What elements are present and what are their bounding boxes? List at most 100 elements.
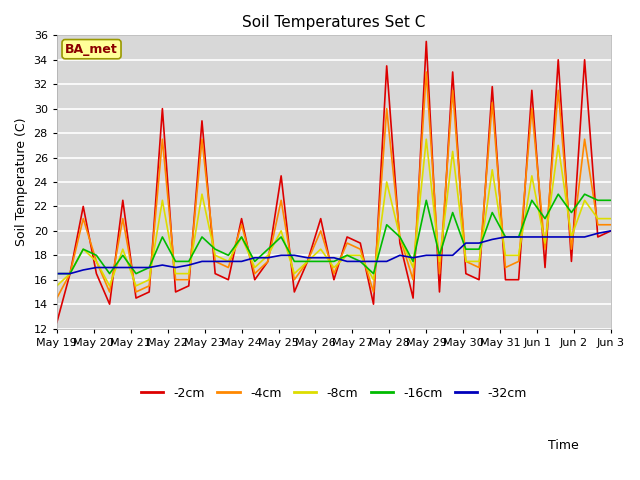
-4cm xyxy=(79,216,87,221)
-8cm xyxy=(66,271,74,276)
-16cm xyxy=(488,210,496,216)
-4cm xyxy=(541,246,549,252)
-2cm xyxy=(607,228,615,234)
-2cm xyxy=(409,295,417,301)
-16cm xyxy=(291,259,298,264)
Line: -4cm: -4cm xyxy=(57,72,611,298)
-8cm xyxy=(159,197,166,203)
-8cm xyxy=(132,283,140,289)
-2cm xyxy=(172,289,179,295)
-32cm xyxy=(568,234,575,240)
-4cm xyxy=(145,283,153,289)
-16cm xyxy=(225,252,232,258)
-8cm xyxy=(237,234,245,240)
Line: -32cm: -32cm xyxy=(57,231,611,274)
-4cm xyxy=(476,264,483,270)
-2cm xyxy=(237,216,245,221)
-16cm xyxy=(554,192,562,197)
-2cm xyxy=(185,283,193,289)
-8cm xyxy=(119,246,127,252)
-32cm xyxy=(79,267,87,273)
-8cm xyxy=(383,179,390,185)
-8cm xyxy=(251,264,259,270)
-8cm xyxy=(594,216,602,221)
-16cm xyxy=(198,234,206,240)
-4cm xyxy=(225,264,232,270)
-16cm xyxy=(343,252,351,258)
-2cm xyxy=(488,84,496,90)
-2cm xyxy=(53,320,61,325)
-16cm xyxy=(159,234,166,240)
-8cm xyxy=(568,234,575,240)
-16cm xyxy=(237,234,245,240)
-32cm xyxy=(264,255,272,261)
-4cm xyxy=(330,271,338,276)
Title: Soil Temperatures Set C: Soil Temperatures Set C xyxy=(242,15,426,30)
-2cm xyxy=(436,289,444,295)
-8cm xyxy=(528,173,536,179)
-16cm xyxy=(607,197,615,203)
-2cm xyxy=(396,240,404,246)
-4cm xyxy=(132,289,140,295)
-4cm xyxy=(607,222,615,228)
-32cm xyxy=(211,259,219,264)
-4cm xyxy=(580,136,588,142)
-8cm xyxy=(370,277,378,283)
-32cm xyxy=(515,234,522,240)
-16cm xyxy=(580,192,588,197)
-4cm xyxy=(237,222,245,228)
-4cm xyxy=(304,259,312,264)
-8cm xyxy=(554,143,562,148)
-32cm xyxy=(580,234,588,240)
-32cm xyxy=(225,259,232,264)
-2cm xyxy=(119,197,127,203)
-8cm xyxy=(488,167,496,173)
-4cm xyxy=(211,259,219,264)
-4cm xyxy=(172,277,179,283)
-2cm xyxy=(291,289,298,295)
-8cm xyxy=(79,246,87,252)
-2cm xyxy=(383,63,390,69)
-32cm xyxy=(488,237,496,242)
-32cm xyxy=(541,234,549,240)
-8cm xyxy=(291,271,298,276)
-4cm xyxy=(66,271,74,276)
-32cm xyxy=(145,264,153,270)
-16cm xyxy=(119,252,127,258)
-16cm xyxy=(251,259,259,264)
-2cm xyxy=(79,204,87,209)
-8cm xyxy=(145,277,153,283)
Line: -8cm: -8cm xyxy=(57,139,611,286)
-16cm xyxy=(185,259,193,264)
-2cm xyxy=(106,301,113,307)
-8cm xyxy=(225,259,232,264)
-8cm xyxy=(172,271,179,276)
-8cm xyxy=(502,252,509,258)
-16cm xyxy=(409,259,417,264)
-8cm xyxy=(317,246,324,252)
-32cm xyxy=(251,255,259,261)
-8cm xyxy=(449,148,456,154)
-4cm xyxy=(53,295,61,301)
-32cm xyxy=(554,234,562,240)
-16cm xyxy=(568,210,575,216)
-2cm xyxy=(370,301,378,307)
-2cm xyxy=(277,173,285,179)
-16cm xyxy=(541,216,549,221)
-4cm xyxy=(502,264,509,270)
-16cm xyxy=(317,259,324,264)
-16cm xyxy=(436,252,444,258)
-32cm xyxy=(502,234,509,240)
Y-axis label: Soil Temperature (C): Soil Temperature (C) xyxy=(15,118,28,246)
-32cm xyxy=(330,255,338,261)
-8cm xyxy=(343,252,351,258)
-4cm xyxy=(528,106,536,111)
-16cm xyxy=(53,271,61,276)
-4cm xyxy=(383,106,390,111)
-2cm xyxy=(594,234,602,240)
-8cm xyxy=(211,252,219,258)
-8cm xyxy=(185,271,193,276)
-32cm xyxy=(383,259,390,264)
-16cm xyxy=(515,234,522,240)
Legend: -2cm, -4cm, -8cm, -16cm, -32cm: -2cm, -4cm, -8cm, -16cm, -32cm xyxy=(136,382,532,405)
